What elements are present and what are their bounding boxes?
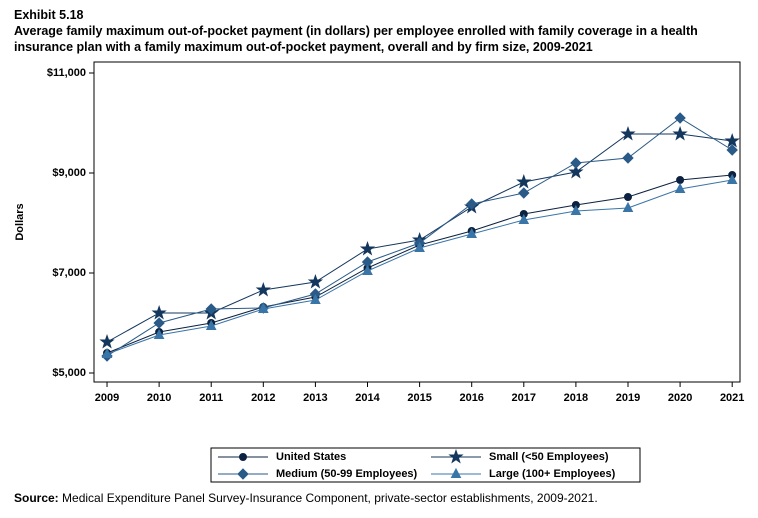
x-tick-label: 2012 <box>251 392 275 404</box>
y-tick-label: $7,000 <box>52 267 86 279</box>
source-label: Source: <box>14 491 59 505</box>
point <box>674 182 686 193</box>
point <box>570 204 582 215</box>
point <box>205 319 217 330</box>
point <box>99 333 115 349</box>
x-tick-label: 2011 <box>199 392 223 404</box>
point <box>151 304 167 320</box>
y-tick-label: $11,000 <box>47 67 86 79</box>
point <box>622 152 634 164</box>
point <box>622 201 634 212</box>
point <box>726 173 738 184</box>
legend-label: Medium (50-99 Employees) <box>276 468 418 480</box>
header: Exhibit 5.18 Average family maximum out-… <box>14 7 734 55</box>
series-line <box>106 179 733 355</box>
x-tick-label: 2009 <box>95 392 119 404</box>
x-tick-label: 2019 <box>616 392 640 404</box>
chart-title: Average family maximum out-of-pocket pay… <box>14 24 698 54</box>
point <box>516 173 532 189</box>
point <box>257 302 269 313</box>
point <box>674 112 686 124</box>
point <box>570 157 582 169</box>
point <box>153 317 165 329</box>
y-axis-label: Dollars <box>14 203 26 240</box>
point <box>518 187 530 199</box>
point <box>307 273 324 289</box>
point <box>672 125 688 141</box>
point <box>450 467 462 478</box>
x-tick-label: 2021 <box>720 392 744 404</box>
x-tick-label: 2015 <box>407 392 431 404</box>
x-tick-label: 2017 <box>512 392 536 404</box>
point <box>466 227 478 238</box>
point <box>568 163 584 179</box>
source: Source: Medical Expenditure Panel Survey… <box>14 491 754 505</box>
x-tick-label: 2013 <box>303 392 327 404</box>
series-line <box>106 174 733 354</box>
point <box>726 144 738 156</box>
point <box>620 125 636 141</box>
point <box>414 241 425 252</box>
legend-label: Small (<50 Employees) <box>489 451 609 463</box>
point <box>153 328 165 339</box>
source-text: Medical Expenditure Panel Survey-Insuran… <box>62 491 598 505</box>
point <box>465 198 478 210</box>
point <box>310 293 321 304</box>
point <box>448 448 464 464</box>
point <box>359 240 376 256</box>
point <box>623 193 632 201</box>
legend-label: United States <box>276 451 346 463</box>
x-tick-label: 2016 <box>459 392 483 404</box>
x-tick-label: 2020 <box>668 392 692 404</box>
exhibit: Exhibit 5.18 <box>14 8 84 22</box>
point <box>255 281 271 297</box>
point <box>676 176 685 184</box>
point <box>237 468 249 480</box>
point <box>239 453 247 461</box>
x-tick-label: 2014 <box>355 392 380 404</box>
point <box>101 347 113 358</box>
legend-frame <box>210 447 641 483</box>
x-tick-label: 2010 <box>147 392 171 404</box>
plot-frame <box>93 61 741 383</box>
y-tick-label: $5,000 <box>52 367 86 379</box>
point <box>362 264 373 275</box>
y-tick-label: $9,000 <box>52 167 86 179</box>
point <box>205 303 217 315</box>
point <box>724 132 740 148</box>
x-tick-label: 2018 <box>564 392 588 404</box>
legend-label: Large (100+ Employees) <box>489 468 616 480</box>
point <box>518 213 530 224</box>
